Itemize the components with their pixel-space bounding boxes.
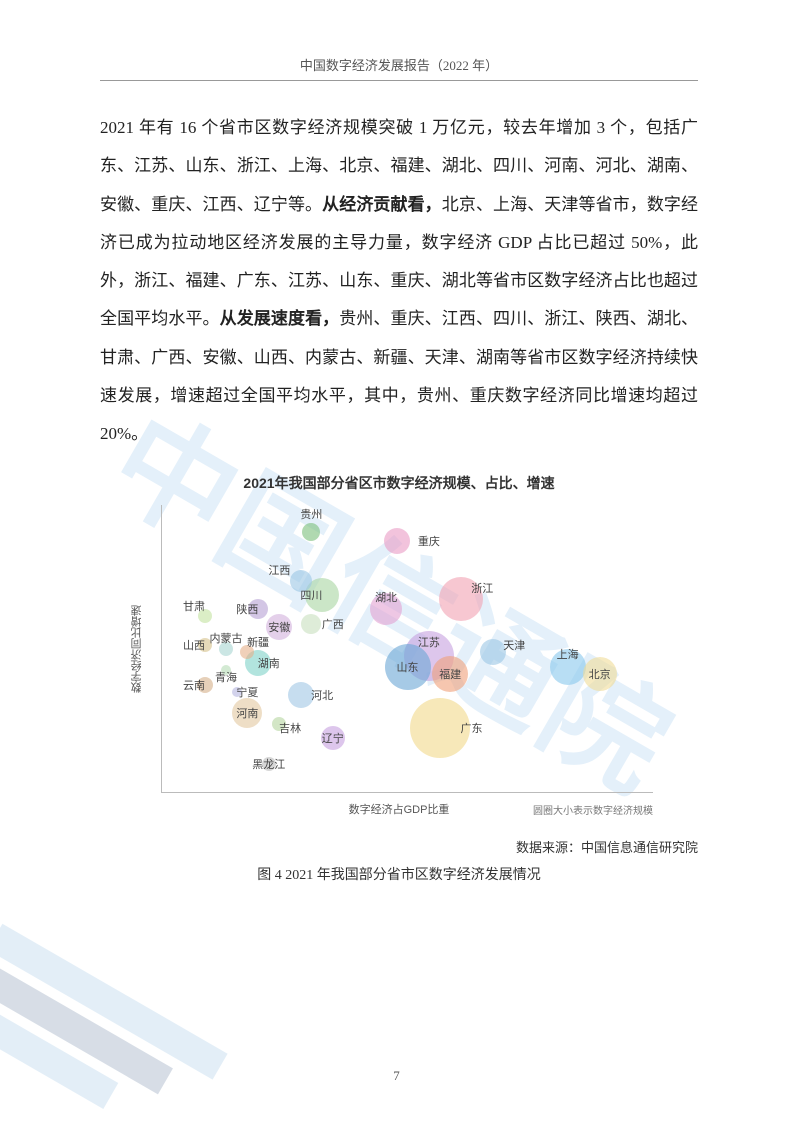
emphasis-text: 从经济贡献看， <box>322 195 442 214</box>
data-source: 数据来源：中国信息通信研究院 <box>100 837 698 856</box>
chart-legend-note: 圆圈大小表示数字经济规模 <box>533 802 653 817</box>
emphasis-text: 从发展速度看， <box>220 309 340 328</box>
chart-bubble <box>198 638 212 652</box>
page-header: 中国数字经济发展报告（2022 年） <box>100 55 698 81</box>
chart-bubble <box>221 665 231 675</box>
chart-y-axis-label: 数字经济同比增速 <box>129 605 145 693</box>
chart-bubble <box>232 687 242 697</box>
chart-bubble <box>321 726 345 750</box>
body-text-run: 贵州、重庆、江西、四川、浙江、陕西、湖北、甘肃、广西、安徽、山西、内蒙古、新疆、… <box>100 309 698 443</box>
chart-bubble <box>272 717 286 731</box>
watermark-bars <box>0 915 233 1122</box>
chart-bubble <box>385 644 431 690</box>
page-number: 7 <box>0 1068 793 1084</box>
chart-bubble-label: 天津 <box>503 637 525 653</box>
chart-bubble <box>410 698 470 758</box>
chart-bubble-label: 江西 <box>268 562 290 578</box>
chart-bubble <box>370 593 402 625</box>
chart-title: 2021年我国部分省区市数字经济规模、占比、增速 <box>100 473 698 493</box>
chart-bubble <box>198 609 212 623</box>
chart-bubble <box>262 757 276 771</box>
chart-bubble-label: 广西 <box>322 616 344 632</box>
chart-bubble <box>384 528 410 554</box>
chart-x-axis-label: 数字经济占GDP比重 <box>349 801 450 817</box>
chart-bubble-label: 重庆 <box>418 533 440 549</box>
chart-bubble <box>266 614 292 640</box>
chart-bubble-label: 河北 <box>311 687 333 703</box>
chart-bubble <box>302 523 320 541</box>
chart-bubble <box>301 614 321 634</box>
chart-bubble <box>219 642 233 656</box>
figure-caption: 图 4 2021 年我国部分省市区数字经济发展情况 <box>100 864 698 884</box>
chart-bubble <box>290 570 312 592</box>
chart-bubble <box>480 639 506 665</box>
chart-bubble <box>240 645 254 659</box>
chart-bubble <box>432 656 468 692</box>
chart-bubble <box>583 657 617 691</box>
chart-bubble <box>439 577 483 621</box>
chart-bubble-label: 贵州 <box>300 506 322 522</box>
chart-bubble <box>550 649 586 685</box>
chart-bubble <box>248 599 268 619</box>
chart-bubble <box>197 677 213 693</box>
chart-plot-area: 贵州重庆江西四川浙江陕西湖北甘肃广西安徽山西内蒙古新疆天津湖南江苏山东福建上海北… <box>161 505 653 793</box>
body-paragraph: 2021 年有 16 个省市区数字经济规模突破 1 万亿元，较去年增加 3 个，… <box>100 109 698 453</box>
bubble-chart: 数字经济同比增速 贵州重庆江西四川浙江陕西湖北甘肃广西安徽山西内蒙古新疆天津湖南… <box>139 499 659 799</box>
chart-bubble <box>232 698 262 728</box>
chart-bubble <box>288 682 314 708</box>
